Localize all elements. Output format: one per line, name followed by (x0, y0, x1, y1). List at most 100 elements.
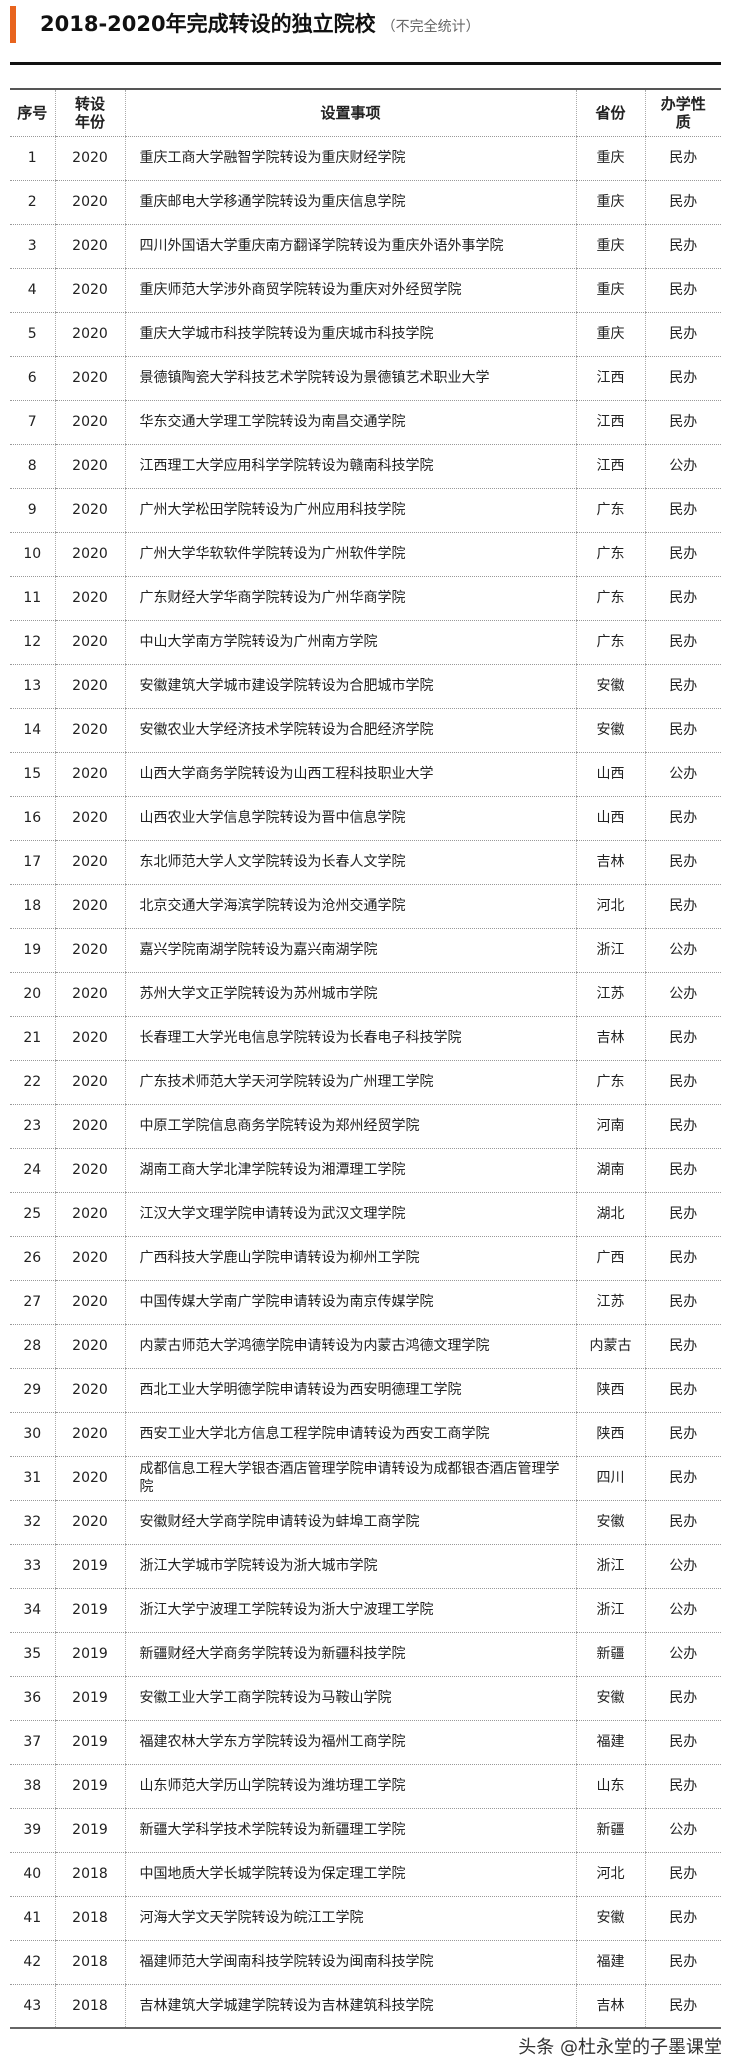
cell-index: 42 (10, 1940, 55, 1985)
cell-type: 民办 (644, 1500, 721, 1545)
cell-province: 重庆 (575, 136, 645, 181)
cell-type: 民办 (644, 1764, 721, 1809)
cell-year: 2020 (54, 664, 125, 709)
cell-province: 重庆 (575, 180, 645, 225)
cell-index: 3 (10, 224, 55, 269)
cell-item: 广州大学华软软件学院转设为广州软件学院 (124, 532, 576, 577)
cell-index: 19 (10, 928, 55, 973)
cell-type: 公办 (644, 444, 721, 489)
cell-year: 2019 (54, 1632, 125, 1677)
title-divider (10, 62, 721, 65)
cell-year: 2019 (54, 1808, 125, 1853)
cell-item: 河海大学文天学院转设为皖江工学院 (124, 1896, 576, 1941)
table-row: 29 2020 西北工业大学明德学院申请转设为西安明德理工学院 陕西 民办 (10, 1368, 721, 1413)
cell-type: 民办 (644, 1060, 721, 1105)
cell-type: 公办 (644, 1808, 721, 1853)
cell-type: 民办 (644, 1852, 721, 1897)
cell-index: 6 (10, 356, 55, 401)
cell-type: 民办 (644, 884, 721, 929)
cell-index: 10 (10, 532, 55, 577)
cell-province: 广东 (575, 620, 645, 665)
cell-province: 广西 (575, 1236, 645, 1281)
cell-year: 2020 (54, 1060, 125, 1105)
cell-province: 江西 (575, 400, 645, 445)
table-row: 12 2020 中山大学南方学院转设为广州南方学院 广东 民办 (10, 620, 721, 665)
cell-index: 18 (10, 884, 55, 929)
cell-year: 2020 (54, 620, 125, 665)
cell-index: 11 (10, 576, 55, 621)
table-row: 3 2020 四川外国语大学重庆南方翻译学院转设为重庆外语外事学院 重庆 民办 (10, 224, 721, 269)
cell-province: 浙江 (575, 1544, 645, 1589)
cell-type: 民办 (644, 796, 721, 841)
cell-item: 嘉兴学院南湖学院转设为嘉兴南湖学院 (124, 928, 576, 973)
table-row: 35 2019 新疆财经大学商务学院转设为新疆科技学院 新疆 公办 (10, 1632, 721, 1677)
cell-province: 重庆 (575, 224, 645, 269)
cell-item: 吉林建筑大学城建学院转设为吉林建筑科技学院 (124, 1984, 576, 2029)
table-row: 26 2020 广西科技大学鹿山学院申请转设为柳州工学院 广西 民办 (10, 1236, 721, 1281)
cell-type: 民办 (644, 1456, 721, 1501)
cell-province: 陕西 (575, 1368, 645, 1413)
cell-item: 内蒙古师范大学鸿德学院申请转设为内蒙古鸿德文理学院 (124, 1324, 576, 1369)
cell-type: 民办 (644, 840, 721, 885)
cell-type: 民办 (644, 664, 721, 709)
cell-index: 5 (10, 312, 55, 357)
cell-province: 河北 (575, 1852, 645, 1897)
table-row: 14 2020 安徽农业大学经济技术学院转设为合肥经济学院 安徽 民办 (10, 708, 721, 753)
cell-item: 山东师范大学历山学院转设为潍坊理工学院 (124, 1764, 576, 1809)
table-row: 42 2018 福建师范大学闽南科技学院转设为闽南科技学院 福建 民办 (10, 1940, 721, 1985)
cell-type: 民办 (644, 576, 721, 621)
cell-type: 民办 (644, 356, 721, 401)
cell-province: 河北 (575, 884, 645, 929)
cell-type: 民办 (644, 1720, 721, 1765)
cell-type: 民办 (644, 268, 721, 313)
cell-province: 山东 (575, 1764, 645, 1809)
cell-type: 民办 (644, 136, 721, 181)
cell-type: 民办 (644, 1412, 721, 1457)
table-row: 43 2018 吉林建筑大学城建学院转设为吉林建筑科技学院 吉林 民办 (10, 1984, 721, 2029)
cell-year: 2020 (54, 1104, 125, 1149)
title-text: 2018-2020年完成转设的独立院校 (40, 12, 376, 36)
cell-index: 27 (10, 1280, 55, 1325)
cell-year: 2020 (54, 1368, 125, 1413)
cell-item: 江汉大学文理学院申请转设为武汉文理学院 (124, 1192, 576, 1237)
table-row: 18 2020 北京交通大学海滨学院转设为沧州交通学院 河北 民办 (10, 884, 721, 929)
cell-type: 民办 (644, 488, 721, 533)
column-header-province: 省份 (575, 89, 645, 137)
cell-item: 东北师范大学人文学院转设为长春人文学院 (124, 840, 576, 885)
cell-item: 重庆大学城市科技学院转设为重庆城市科技学院 (124, 312, 576, 357)
cell-type: 民办 (644, 1984, 721, 2029)
cell-year: 2019 (54, 1588, 125, 1633)
cell-index: 15 (10, 752, 55, 797)
cell-index: 37 (10, 1720, 55, 1765)
cell-item: 山西大学商务学院转设为山西工程科技职业大学 (124, 752, 576, 797)
cell-index: 24 (10, 1148, 55, 1193)
cell-index: 29 (10, 1368, 55, 1413)
cell-province: 江苏 (575, 1280, 645, 1325)
table-row: 40 2018 中国地质大学长城学院转设为保定理工学院 河北 民办 (10, 1852, 721, 1897)
cell-item: 中原工学院信息商务学院转设为郑州经贸学院 (124, 1104, 576, 1149)
cell-index: 12 (10, 620, 55, 665)
cell-type: 公办 (644, 1544, 721, 1589)
table-row: 22 2020 广东技术师范大学天河学院转设为广州理工学院 广东 民办 (10, 1060, 721, 1105)
column-header-index: 序号 (10, 89, 55, 137)
cell-item: 重庆师范大学涉外商贸学院转设为重庆对外经贸学院 (124, 268, 576, 313)
cell-year: 2020 (54, 972, 125, 1017)
cell-province: 新疆 (575, 1632, 645, 1677)
cell-index: 40 (10, 1852, 55, 1897)
cell-province: 新疆 (575, 1808, 645, 1853)
cell-item: 中国地质大学长城学院转设为保定理工学院 (124, 1852, 576, 1897)
table-row: 39 2019 新疆大学科学技术学院转设为新疆理工学院 新疆 公办 (10, 1808, 721, 1853)
cell-type: 民办 (644, 1148, 721, 1193)
cell-item: 浙江大学宁波理工学院转设为浙大宁波理工学院 (124, 1588, 576, 1633)
table-row: 17 2020 东北师范大学人文学院转设为长春人文学院 吉林 民办 (10, 840, 721, 885)
cell-item: 新疆大学科学技术学院转设为新疆理工学院 (124, 1808, 576, 1853)
cell-province: 安徽 (575, 1500, 645, 1545)
cell-item: 广东技术师范大学天河学院转设为广州理工学院 (124, 1060, 576, 1105)
cell-index: 32 (10, 1500, 55, 1545)
table-row: 21 2020 长春理工大学光电信息学院转设为长春电子科技学院 吉林 民办 (10, 1016, 721, 1061)
cell-type: 公办 (644, 1632, 721, 1677)
table-row: 23 2020 中原工学院信息商务学院转设为郑州经贸学院 河南 民办 (10, 1104, 721, 1149)
cell-province: 湖南 (575, 1148, 645, 1193)
cell-index: 33 (10, 1544, 55, 1589)
column-header-year: 转设年份 (54, 89, 125, 137)
